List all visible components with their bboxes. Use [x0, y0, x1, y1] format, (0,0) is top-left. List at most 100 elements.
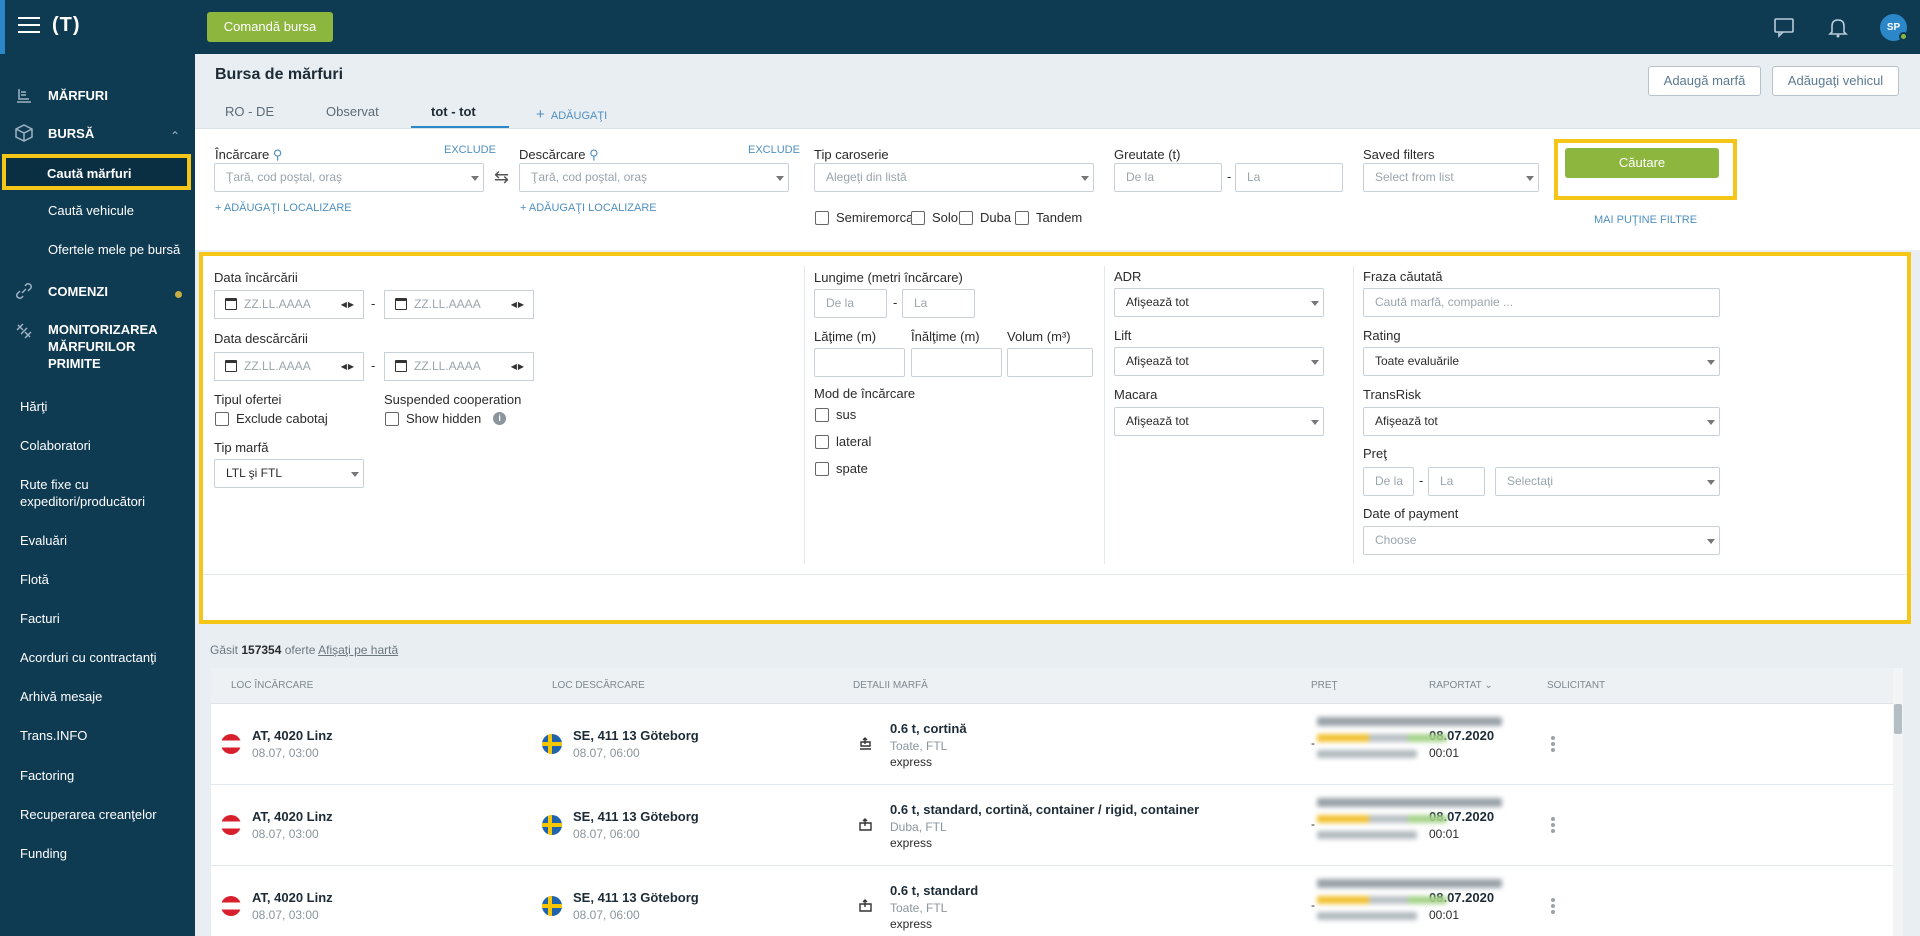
- transrisk-select[interactable]: Afişează tot: [1363, 407, 1720, 436]
- table-row[interactable]: AT, 4020 Linz 08.07, 03:00 SE, 411 13 Gö…: [211, 704, 1903, 785]
- add-loading-location-link[interactable]: + ADĂUGAŢI LOCALIZARE: [215, 202, 352, 214]
- exclude-unloading-link[interactable]: EXCLUDE: [748, 144, 800, 156]
- column-loading-place[interactable]: LOC ÎNCĂRCARE: [231, 680, 314, 691]
- show-on-map-link[interactable]: Afişaţi pe hartă: [318, 643, 399, 657]
- logo[interactable]: (T): [52, 14, 81, 36]
- scrollbar-thumb[interactable]: [1894, 704, 1902, 734]
- price-to-input[interactable]: La: [1428, 467, 1485, 496]
- nav-fleet[interactable]: Flotă: [20, 572, 49, 587]
- date-arrows-icon[interactable]: ◀▶: [510, 362, 525, 371]
- table-row[interactable]: AT, 4020 Linz 08.07, 03:00 SE, 411 13 Gö…: [211, 785, 1903, 866]
- checkbox-show-hidden[interactable]: Show hidden i: [385, 411, 507, 426]
- fewer-filters-link[interactable]: MAI PUŢINE FILTRE: [1594, 214, 1698, 226]
- width-input[interactable]: [814, 348, 905, 377]
- user-avatar[interactable]: SP: [1880, 14, 1908, 41]
- requester-blurred[interactable]: [1317, 717, 1507, 773]
- body-type-select[interactable]: Alegeţi din listă: [814, 163, 1094, 192]
- column-reported[interactable]: RAPORTAT ⌄: [1429, 680, 1493, 691]
- unloading-location-input[interactable]: Ţară, cod poştal, oraş: [519, 163, 789, 192]
- requester-blurred[interactable]: [1317, 798, 1507, 854]
- price-from-input[interactable]: De la: [1363, 467, 1414, 496]
- nav-ratings[interactable]: Evaluări: [20, 533, 67, 548]
- rating-select[interactable]: Toate evaluările: [1363, 347, 1720, 376]
- chevron-up-icon[interactable]: ⌃: [170, 129, 181, 143]
- info-icon[interactable]: i: [493, 412, 507, 425]
- nav-contractor-agreements[interactable]: Acorduri cu contractanţi: [20, 650, 157, 665]
- adr-select[interactable]: Afişează tot: [1114, 288, 1324, 317]
- payment-date-select[interactable]: Choose: [1363, 526, 1720, 555]
- nav-debt-recovery[interactable]: Recuperarea creanţelor: [20, 807, 157, 822]
- tab-all-all[interactable]: tot - tot: [431, 104, 476, 119]
- table-row[interactable]: AT, 4020 Linz 08.07, 03:00 SE, 411 13 Gö…: [211, 866, 1903, 936]
- nav-maps[interactable]: Hărţi: [20, 399, 48, 414]
- column-unloading-place[interactable]: LOC DESCĂRCARE: [552, 680, 645, 691]
- nav-search-cargo[interactable]: Caută mărfuri: [2, 154, 191, 190]
- nav-exchange[interactable]: BURSĂ: [14, 123, 94, 143]
- date-arrows-icon[interactable]: ◀▶: [340, 362, 355, 371]
- nav-transinfo[interactable]: Trans.INFO: [20, 728, 88, 743]
- nav-funding[interactable]: Funding: [20, 846, 67, 861]
- chat-icon[interactable]: [1773, 16, 1795, 38]
- checkbox-top[interactable]: sus: [815, 407, 856, 422]
- length-from-input[interactable]: De la: [814, 289, 887, 318]
- more-options-icon[interactable]: [1551, 898, 1555, 914]
- length-to-input[interactable]: La: [902, 289, 975, 318]
- tab-add[interactable]: + ADĂUGAŢI: [536, 106, 607, 123]
- tab-ro-de[interactable]: RO - DE: [225, 104, 275, 119]
- currency-select[interactable]: Selectaţi: [1495, 467, 1720, 496]
- nav-monitoring[interactable]: MONITORIZAREA MĂRFURILOR PRIMITE: [14, 321, 188, 372]
- unloading-date-to[interactable]: ZZ.LL.AAAA ◀▶: [384, 352, 534, 381]
- add-unloading-location-link[interactable]: + ADĂUGAŢI LOCALIZARE: [520, 202, 657, 214]
- add-vehicle-button[interactable]: Adăugaţi vehicul: [1772, 66, 1899, 96]
- column-price[interactable]: PREŢ: [1311, 680, 1338, 691]
- checkbox-side[interactable]: lateral: [815, 434, 871, 449]
- order-exchange-button[interactable]: Comandă bursa: [207, 12, 333, 42]
- unloading-date-from[interactable]: ZZ.LL.AAAA ◀▶: [214, 352, 364, 381]
- checkbox-van[interactable]: Duba: [959, 210, 1011, 225]
- loading-date-to[interactable]: ZZ.LL.AAAA ◀▶: [384, 290, 534, 319]
- menu-icon[interactable]: [18, 17, 40, 35]
- loading-date-from[interactable]: ZZ.LL.AAAA ◀▶: [214, 290, 364, 319]
- date-arrows-icon[interactable]: ◀▶: [510, 300, 525, 309]
- add-cargo-button[interactable]: Adaugă marfă: [1648, 66, 1761, 96]
- swap-icon[interactable]: ⇆: [494, 167, 510, 187]
- search-button[interactable]: Căutare: [1565, 148, 1719, 178]
- exclude-loading-link[interactable]: EXCLUDE: [444, 144, 496, 156]
- checkbox-rear[interactable]: spate: [815, 461, 868, 476]
- nav-my-offers[interactable]: Ofertele mele pe bursă: [48, 242, 181, 257]
- row-from-time: 08.07, 03:00: [252, 827, 319, 841]
- suspended-cooperation-label: Suspended cooperation: [384, 392, 522, 407]
- checkbox-semitrailer[interactable]: Semiremorca: [815, 210, 913, 225]
- cargo-type-select[interactable]: LTL şi FTL: [214, 459, 364, 488]
- more-options-icon[interactable]: [1551, 736, 1555, 752]
- bell-icon[interactable]: [1827, 16, 1849, 38]
- nav-fixed-routes[interactable]: Rute fixe cu expeditori/producători: [20, 477, 146, 509]
- nav-message-archive[interactable]: Arhivă mesaje: [20, 689, 103, 704]
- date-arrows-icon[interactable]: ◀▶: [340, 300, 355, 309]
- saved-filters-select[interactable]: Select from list: [1363, 163, 1539, 192]
- top-loading-icon: [859, 899, 872, 912]
- crane-select[interactable]: Afişează tot: [1114, 407, 1324, 436]
- weight-to-input[interactable]: La: [1235, 163, 1343, 192]
- search-phrase-input[interactable]: Caută marfă, companie ...: [1363, 288, 1720, 317]
- height-input[interactable]: [911, 348, 1002, 377]
- tab-observed[interactable]: Observat: [326, 104, 379, 119]
- checkbox-tandem[interactable]: Tandem: [1015, 210, 1082, 225]
- nav-cargo[interactable]: MĂRFURI: [14, 85, 108, 105]
- checkbox-exclude-cabotage[interactable]: Exclude cabotaj: [215, 411, 328, 426]
- column-requester[interactable]: SOLICITANT: [1547, 680, 1606, 691]
- scrollbar-track[interactable]: [1893, 668, 1903, 936]
- nav-search-vehicles[interactable]: Caută vehicule: [48, 203, 134, 218]
- more-options-icon[interactable]: [1551, 817, 1555, 833]
- nav-invoices[interactable]: Facturi: [20, 611, 60, 626]
- volume-input[interactable]: [1007, 348, 1093, 377]
- requester-blurred[interactable]: [1317, 879, 1507, 935]
- nav-factoring[interactable]: Factoring: [20, 768, 75, 783]
- nav-collaborators[interactable]: Colaboratori: [20, 438, 91, 453]
- lift-select[interactable]: Afişează tot: [1114, 347, 1324, 376]
- column-cargo-details[interactable]: DETALII MARFĂ: [853, 680, 928, 691]
- weight-from-input[interactable]: De la: [1114, 163, 1222, 192]
- nav-orders[interactable]: COMENZI: [14, 281, 108, 301]
- checkbox-solo[interactable]: Solo: [911, 210, 958, 225]
- loading-location-input[interactable]: Ţară, cod poştal, oraş: [214, 163, 484, 192]
